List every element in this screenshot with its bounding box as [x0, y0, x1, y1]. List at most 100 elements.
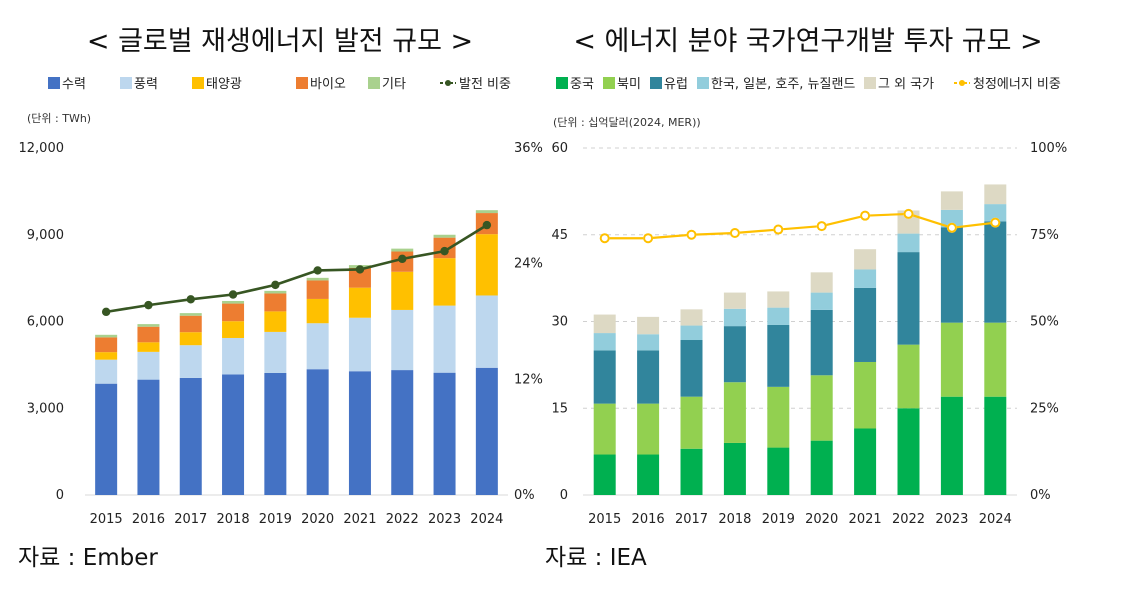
bar-segment	[767, 307, 790, 325]
bar-segment	[433, 258, 456, 306]
bar-segment	[767, 386, 790, 448]
bar-segment	[637, 334, 660, 351]
x-tick-label: 2019	[259, 512, 292, 527]
legend-line-marker	[959, 80, 965, 86]
bar-segment	[348, 268, 371, 288]
share-line-point-inner	[862, 212, 869, 219]
bar-segment	[95, 359, 118, 384]
bar-segment	[810, 440, 833, 495]
share-line	[101, 220, 492, 317]
legend: 중국 북미 유럽 한국, 일본, 호주, 뉴질랜드 그 외 국가 청정에너지 비중	[556, 77, 1061, 92]
bar-segment	[433, 234, 456, 238]
bar-segment	[306, 298, 329, 324]
legend-label: 청정에너지 비중	[973, 77, 1061, 92]
legend-label: 태양광	[206, 77, 242, 92]
x-tick-label: 2016	[632, 512, 665, 527]
share-line-point	[398, 254, 407, 264]
y-tick-label: 6,000	[27, 315, 64, 330]
y-axis-ticks: 0 3,000 6,000 9,000 12,000	[19, 141, 65, 503]
share-line-point	[186, 295, 195, 304]
bar-segment	[810, 292, 833, 310]
share-line-point-inner	[731, 230, 738, 237]
bar-segment	[391, 271, 414, 310]
bar-segment	[593, 350, 616, 404]
bar-segment	[810, 309, 833, 376]
bar-segment	[264, 372, 287, 495]
bar-segment	[179, 345, 202, 378]
bar-segment	[680, 448, 703, 495]
y2-tick-label: 0%	[514, 488, 535, 503]
legend-label: 풍력	[134, 77, 158, 92]
share-line-point-inner	[688, 231, 695, 238]
bar-segment	[95, 352, 118, 360]
y2-axis-ticks: 0% 25% 50% 75% 100%	[1030, 141, 1067, 503]
bar-segment	[810, 375, 833, 441]
bar-segment	[984, 322, 1007, 397]
bar-segment	[222, 374, 245, 495]
bar-segment	[391, 248, 414, 252]
bar-segment	[680, 340, 703, 397]
share-line	[599, 208, 1001, 244]
source-note: 자료 : IEA	[545, 545, 647, 571]
renewable-generation-chart: < 글로벌 재생에너지 발전 규모 > 수력 풍력 태양광 바이오 기타 발전 비중 (단…	[18, 26, 543, 571]
y-tick-label: 12,000	[19, 141, 65, 156]
bar-segment	[897, 408, 920, 495]
bar-segment	[593, 314, 616, 334]
bar-segment	[95, 334, 118, 338]
bar-segment	[95, 337, 118, 353]
bar-segment	[348, 317, 371, 372]
share-line-point	[228, 290, 238, 299]
x-tick-label: 2022	[386, 512, 419, 527]
bar-segment	[95, 383, 118, 495]
bar-segment	[940, 322, 963, 397]
bar-segment	[306, 280, 329, 299]
share-line-point-inner	[601, 235, 608, 242]
legend-label: 기타	[382, 77, 406, 92]
chart-title: < 에너지 분야 국가연구개발 투자 규모 >	[573, 26, 1042, 57]
bar-segment	[940, 209, 963, 228]
bar-segment	[475, 295, 498, 368]
x-tick-label: 2022	[892, 512, 925, 527]
x-tick-label: 2024	[470, 512, 503, 527]
x-tick-label: 2015	[588, 512, 621, 527]
share-line-point-inner	[992, 219, 999, 226]
bar-segment	[637, 316, 660, 335]
share-line-point-inner	[948, 224, 955, 231]
bar-segment	[680, 396, 703, 449]
bar-segment	[179, 332, 202, 346]
bar-segment	[593, 333, 616, 351]
legend-label: 중국	[570, 77, 594, 92]
bar-segment	[433, 305, 456, 373]
x-tick-label: 2017	[675, 512, 708, 527]
bar-segment	[222, 300, 245, 304]
bar-segment	[306, 369, 329, 495]
legend-swatch	[603, 77, 615, 89]
x-tick-label: 2019	[762, 512, 795, 527]
legend-swatch	[650, 77, 662, 89]
bar-segment	[593, 403, 616, 455]
x-tick-label: 2023	[935, 512, 968, 527]
stacked-bars	[593, 184, 1007, 495]
bar-segment	[475, 367, 498, 495]
y2-axis-ticks: 0% 12% 24% 36%	[514, 141, 543, 503]
bar-segment	[723, 382, 746, 443]
bar-segment	[897, 344, 920, 409]
share-line-path	[604, 212, 996, 240]
legend-label: 발전 비중	[459, 77, 511, 92]
legend-label: 유럽	[664, 77, 688, 92]
y-tick-label: 15	[551, 401, 568, 416]
bar-segment	[306, 323, 329, 370]
x-tick-label: 2021	[343, 512, 376, 527]
y2-tick-label: 24%	[514, 257, 543, 272]
bar-segment	[475, 210, 498, 214]
x-axis-ticks: 2015 2016 2017 2018 2019 2020 2021 2022 2023 2024	[588, 512, 1012, 527]
bar-segment	[637, 350, 660, 404]
bar-segment	[137, 342, 160, 352]
bar-segment	[391, 309, 414, 371]
x-tick-label: 2024	[979, 512, 1012, 527]
x-axis-ticks: 2015 2016 2017 2018 2019 2020 2021 2022 2023 2024	[90, 512, 504, 527]
bar-segment	[767, 291, 790, 308]
share-line-point	[271, 280, 280, 290]
legend-label: 북미	[617, 77, 641, 92]
bar-segment	[264, 290, 287, 294]
